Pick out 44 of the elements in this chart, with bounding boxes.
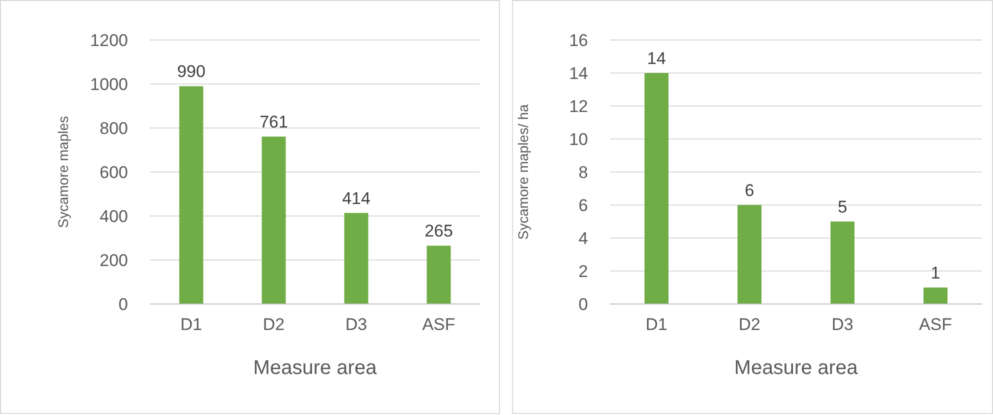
bar <box>830 222 854 304</box>
bar <box>179 86 204 304</box>
y-tick-label: 800 <box>100 118 128 138</box>
y-tick-label: 2 <box>578 262 588 281</box>
bar <box>344 212 368 304</box>
data-label: 990 <box>177 62 206 82</box>
data-label: 1 <box>930 264 940 282</box>
y-axis-title: Sycamore maples <box>55 116 71 228</box>
x-tick-label: D1 <box>646 315 668 334</box>
x-axis-title: Measure area <box>734 357 859 379</box>
y-tick-label: 600 <box>100 162 128 182</box>
x-tick-label: D3 <box>832 315 854 334</box>
y-tick-label: 1000 <box>90 74 128 94</box>
y-tick-label: 0 <box>118 294 128 314</box>
bar <box>738 205 762 304</box>
y-tick-label: 10 <box>569 130 588 149</box>
x-tick-label: D3 <box>345 315 368 334</box>
y-tick-label: 6 <box>578 196 588 215</box>
y-tick-label: 8 <box>578 162 588 182</box>
y-tick-label: 4 <box>578 228 588 248</box>
y-tick-label: 1200 <box>90 30 128 50</box>
y-tick-label: 14 <box>569 64 588 83</box>
x-tick-label: D2 <box>738 315 760 334</box>
bar <box>262 136 286 304</box>
x-tick-label: D2 <box>262 315 285 334</box>
y-tick-label: 0 <box>578 294 588 314</box>
x-tick-label: ASF <box>422 315 456 334</box>
data-label: 5 <box>838 198 848 216</box>
bar <box>924 288 948 304</box>
y-axis-title: Sycamore maples/ ha <box>515 104 531 240</box>
data-label: 265 <box>424 222 453 241</box>
x-axis-title: Measure area <box>253 357 378 379</box>
x-tick-label: D1 <box>180 315 202 334</box>
y-tick-label: 400 <box>100 206 128 226</box>
y-tick-label: 16 <box>569 30 588 50</box>
y-tick-label: 12 <box>569 96 588 116</box>
x-tick-label: ASF <box>918 315 952 334</box>
data-label: 414 <box>342 188 370 208</box>
data-label: 761 <box>260 112 288 132</box>
bar <box>644 73 668 304</box>
data-label: 14 <box>647 49 666 68</box>
data-label: 6 <box>744 181 754 200</box>
y-tick-label: 200 <box>100 250 128 270</box>
bar <box>426 246 451 304</box>
